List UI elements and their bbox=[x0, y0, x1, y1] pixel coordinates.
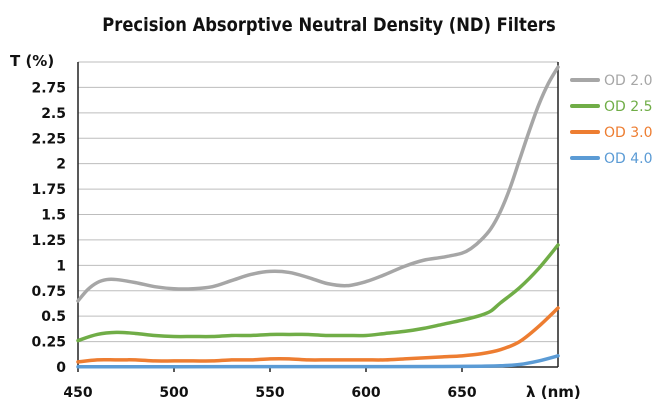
y-tick-label: 2.25 bbox=[31, 131, 66, 147]
y-tick-label: 0.5 bbox=[41, 309, 66, 325]
legend-label-od-2-0: OD 2.0 bbox=[604, 73, 653, 89]
x-axis-title: λ (nm) bbox=[526, 383, 581, 401]
axis-layer: 0 0.25 0.5 0.75 1 1.25 1.5 1.75 2 2.25 2.5 2.75 450 5… bbox=[10, 52, 581, 401]
x-tick-label: 450 bbox=[63, 385, 92, 401]
y-tick-label: 0 bbox=[56, 360, 66, 376]
y-tick-label: 2.5 bbox=[41, 106, 66, 122]
legend-label-od-4-0: OD 4.0 bbox=[604, 151, 653, 167]
y-axis-title: T (%) bbox=[10, 52, 54, 70]
chart-title: Precision Absorptive Neutral Density (ND… bbox=[102, 14, 556, 36]
x-tick-label: 550 bbox=[255, 385, 284, 401]
y-tick-label: 1.75 bbox=[31, 182, 66, 198]
x-tick-label: 650 bbox=[447, 385, 476, 401]
legend: OD 2.0 OD 2.5 OD 3.0 OD 4.0 bbox=[570, 73, 653, 167]
series-line-od-3-0 bbox=[76, 306, 560, 364]
y-tick-label: 1 bbox=[56, 258, 66, 274]
series-line-od-2-0 bbox=[76, 65, 560, 303]
y-tick-label: 2 bbox=[56, 157, 66, 173]
y-tick-label: 0.25 bbox=[31, 335, 66, 351]
y-tick-label: 1.5 bbox=[41, 208, 66, 224]
y-tick-label: 2.75 bbox=[31, 80, 66, 96]
legend-label-od-2-5: OD 2.5 bbox=[604, 99, 653, 115]
x-tick-label: 500 bbox=[159, 385, 188, 401]
series-line-od-2-5 bbox=[76, 243, 560, 343]
x-tick-label: 600 bbox=[351, 385, 380, 401]
series-layer bbox=[76, 65, 560, 369]
series-line-od-4-0 bbox=[76, 354, 560, 369]
y-tick-label: 1.25 bbox=[31, 233, 66, 249]
y-tick-label: 0.75 bbox=[31, 284, 66, 300]
legend-label-od-3-0: OD 3.0 bbox=[604, 125, 653, 141]
grid-layer bbox=[78, 61, 558, 343]
